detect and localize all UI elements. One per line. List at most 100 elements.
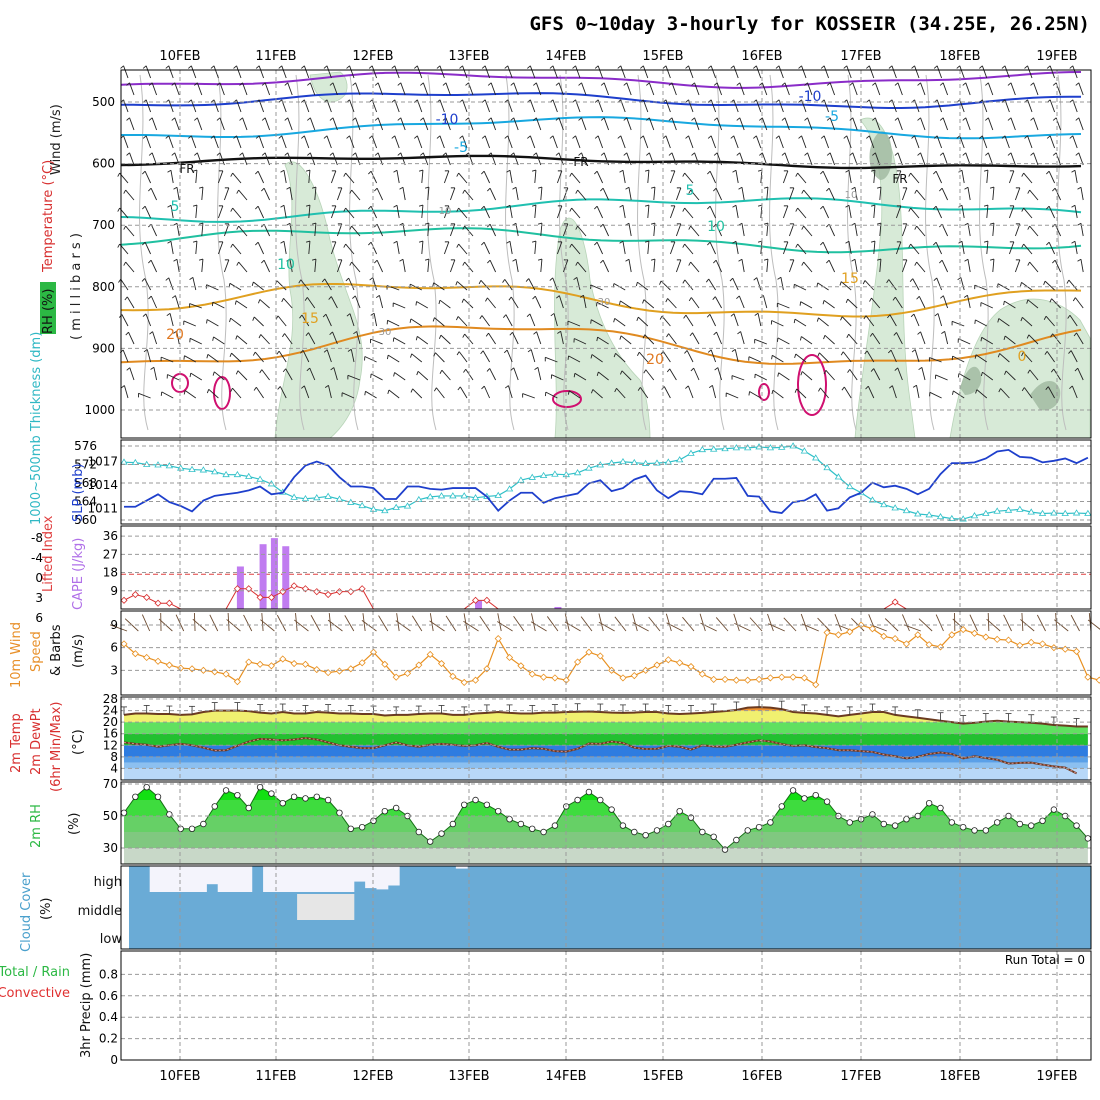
- wind10-speed-point: [505, 653, 514, 662]
- wind-barb-flag: [997, 353, 1001, 358]
- wind-barb-flag: [251, 281, 254, 286]
- lifted-index-point: [256, 593, 264, 601]
- rh-point: [891, 822, 899, 829]
- wind-barb-flag: [763, 258, 769, 261]
- wind10-speed-point: [732, 676, 740, 684]
- wind-barb: [481, 315, 490, 327]
- wind10-speed-point: [812, 681, 820, 689]
- wind-barb-flag: [911, 135, 915, 139]
- rh-point: [154, 793, 162, 800]
- wind-barb-flag: [487, 117, 492, 121]
- wind-barb: [1070, 350, 1078, 363]
- wind-barb-flag: [1052, 152, 1057, 156]
- wind-barb-flag: [989, 186, 995, 189]
- wind-barb-flag: [537, 222, 543, 225]
- wind-barb-flag: [1077, 222, 1082, 226]
- wind-barb-flag: [625, 186, 630, 190]
- date-label-top: 12FEB: [352, 49, 393, 64]
- wind-barb: [301, 314, 310, 327]
- wind10-speed-point: [1016, 641, 1024, 649]
- date-label-bottom: 10FEB: [159, 1069, 200, 1084]
- wind-barb-flag: [399, 258, 404, 262]
- rh-point: [812, 792, 819, 799]
- wind-barb-flag: [142, 313, 147, 317]
- thickness-point: [914, 510, 922, 517]
- wind-barb: [936, 99, 943, 113]
- wind-barb: [345, 207, 355, 219]
- wind-barb-flag: [800, 371, 803, 376]
- wind-barb-flag: [258, 299, 261, 304]
- wind-barb-flag: [759, 82, 763, 86]
- wind-barb-flag: [637, 351, 640, 356]
- wind-barb-flag: [983, 169, 989, 172]
- wind-barb-flag: [851, 258, 856, 262]
- wind-barb: [626, 82, 632, 96]
- wind-barb-flag: [171, 295, 176, 299]
- wind-barb-flag: [537, 258, 543, 261]
- temp2m-tick-label: 16: [103, 727, 118, 741]
- date-label-top: 18FEB: [939, 49, 980, 64]
- wind-barb: [386, 285, 400, 291]
- isotherm-line: [120, 325, 1082, 365]
- cloud-high-cell: [319, 866, 332, 892]
- wind10-speed-point: [165, 661, 173, 669]
- wind-barb: [536, 331, 542, 345]
- wind-barb-flag: [668, 117, 673, 121]
- wind-barb-flag: [795, 172, 799, 177]
- wind10-speed-point: [290, 659, 298, 668]
- wind-barb-flag: [1030, 82, 1034, 86]
- wind-barb-flag: [849, 82, 854, 86]
- ylabel-wind10-1: 10m Wind: [9, 622, 24, 688]
- contour-label: 10: [845, 190, 858, 201]
- contour-label: 10: [439, 206, 452, 217]
- wind-barb: [581, 82, 587, 96]
- wind-barb: [1027, 135, 1033, 149]
- wind-barb: [189, 303, 202, 309]
- wind-barb: [637, 281, 649, 291]
- wind-barb: [394, 65, 400, 79]
- isotherm-line: [120, 71, 1082, 89]
- wind-barb-flag: [869, 297, 872, 302]
- wind-barb: [671, 152, 677, 166]
- wind-barb: [822, 171, 830, 184]
- wind-barb-flag: [822, 300, 825, 305]
- wind10-tick-label: 6: [110, 641, 118, 655]
- wind-barb: [552, 99, 558, 113]
- wind-barb: [575, 135, 581, 149]
- wind10-speed-point: [335, 667, 344, 675]
- thickness-point: [846, 482, 854, 490]
- wind-barb-flag: [910, 313, 915, 318]
- wind-barb-flag: [171, 82, 176, 86]
- temp-band: [124, 722, 1088, 734]
- slp-tick-label: 1017: [87, 455, 118, 469]
- wind-barb: [219, 117, 225, 131]
- wind-barb: [620, 300, 632, 309]
- rh-contour: [505, 74, 515, 431]
- wind-barb: [129, 367, 135, 381]
- wind10-barb: [580, 616, 593, 632]
- wind-barb: [778, 135, 784, 149]
- wind-barb-flag: [685, 99, 689, 103]
- wind-barb: [510, 296, 519, 309]
- wind-barb: [867, 386, 875, 399]
- wind-barb: [551, 374, 564, 381]
- wind-barb: [371, 135, 378, 149]
- date-label-top: 10FEB: [159, 49, 200, 64]
- wind-barb: [387, 354, 400, 363]
- wind-barb-flag: [1075, 82, 1080, 86]
- wind-barb-flag: [391, 135, 396, 139]
- wind-barb: [801, 135, 807, 149]
- wind-barb: [449, 187, 456, 201]
- wind-barb: [849, 369, 858, 381]
- wind-barb-flag: [120, 385, 125, 389]
- date-label-bottom: 12FEB: [352, 1069, 393, 1084]
- wind-barb: [483, 206, 491, 219]
- wind-barb: [797, 172, 807, 184]
- wind-barb: [213, 336, 225, 345]
- wind-barb: [796, 388, 807, 399]
- wind-barb-flag: [939, 152, 944, 156]
- wind-barb-flag: [459, 135, 463, 139]
- wind-barb: [464, 189, 474, 201]
- wind-barb-flag: [255, 205, 259, 210]
- wind-barb-flag: [567, 390, 570, 395]
